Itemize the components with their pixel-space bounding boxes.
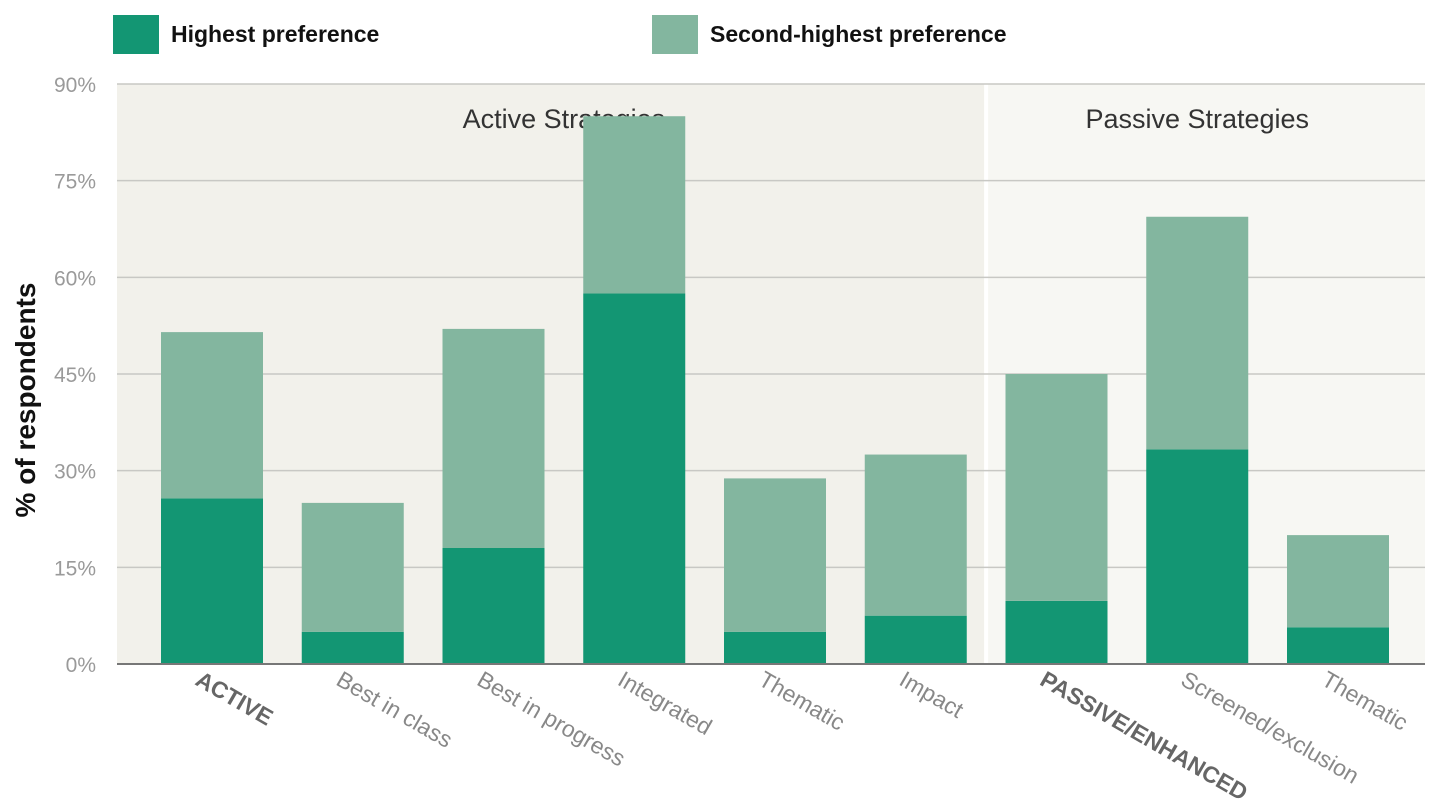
y-tick-label: 30% [54, 461, 96, 484]
legend-item-highest: Highest preference [113, 14, 379, 54]
bar-segment-highest [583, 293, 686, 664]
bar-segment-second [1005, 374, 1108, 601]
x-tick-label: Thematic [1318, 666, 1413, 736]
bar-segment-highest [161, 498, 263, 664]
y-tick-label: 75% [54, 171, 96, 194]
bar-segment-second [1146, 216, 1249, 450]
bar-segment-highest [1005, 600, 1108, 664]
legend-item-second: Second-highest preference [652, 14, 1007, 54]
bar-segment-highest [1287, 627, 1389, 664]
x-tick-label: ACTIVE [192, 666, 278, 731]
legend-label-second: Second-highest preference [710, 20, 1007, 47]
bar-segment-second [1287, 535, 1389, 628]
bar-segment-second [864, 454, 967, 616]
x-tick-label: Thematic [755, 666, 850, 736]
legend-label-highest: Highest preference [171, 20, 380, 47]
x-tick-label: Best in class [332, 666, 457, 753]
bar-segment-highest [1146, 449, 1249, 664]
bar-segment-second [583, 116, 686, 294]
region-label: Passive Strategies [1085, 104, 1309, 134]
y-tick-label: 15% [54, 557, 96, 580]
bar-segment-second [724, 478, 826, 632]
bar-segment-second [301, 502, 404, 632]
x-tick-label: Best in progress [473, 666, 630, 772]
bar-segment-second [161, 332, 263, 499]
bar-segment-highest [864, 615, 967, 664]
y-tick-label: 0% [66, 654, 96, 677]
legend-swatch-second [652, 14, 698, 54]
legend-swatch-highest [113, 14, 159, 54]
bar-segment-highest [301, 631, 404, 664]
bar-segment-highest [724, 631, 826, 664]
x-tick-label: Impact [895, 666, 968, 723]
y-tick-label: 60% [54, 267, 96, 290]
y-tick-label: 45% [54, 364, 96, 387]
bar-segment-second [442, 328, 545, 548]
bar-segment-highest [442, 548, 545, 664]
x-tick-label: Integrated [614, 666, 717, 740]
y-tick-label: 90% [54, 74, 96, 97]
